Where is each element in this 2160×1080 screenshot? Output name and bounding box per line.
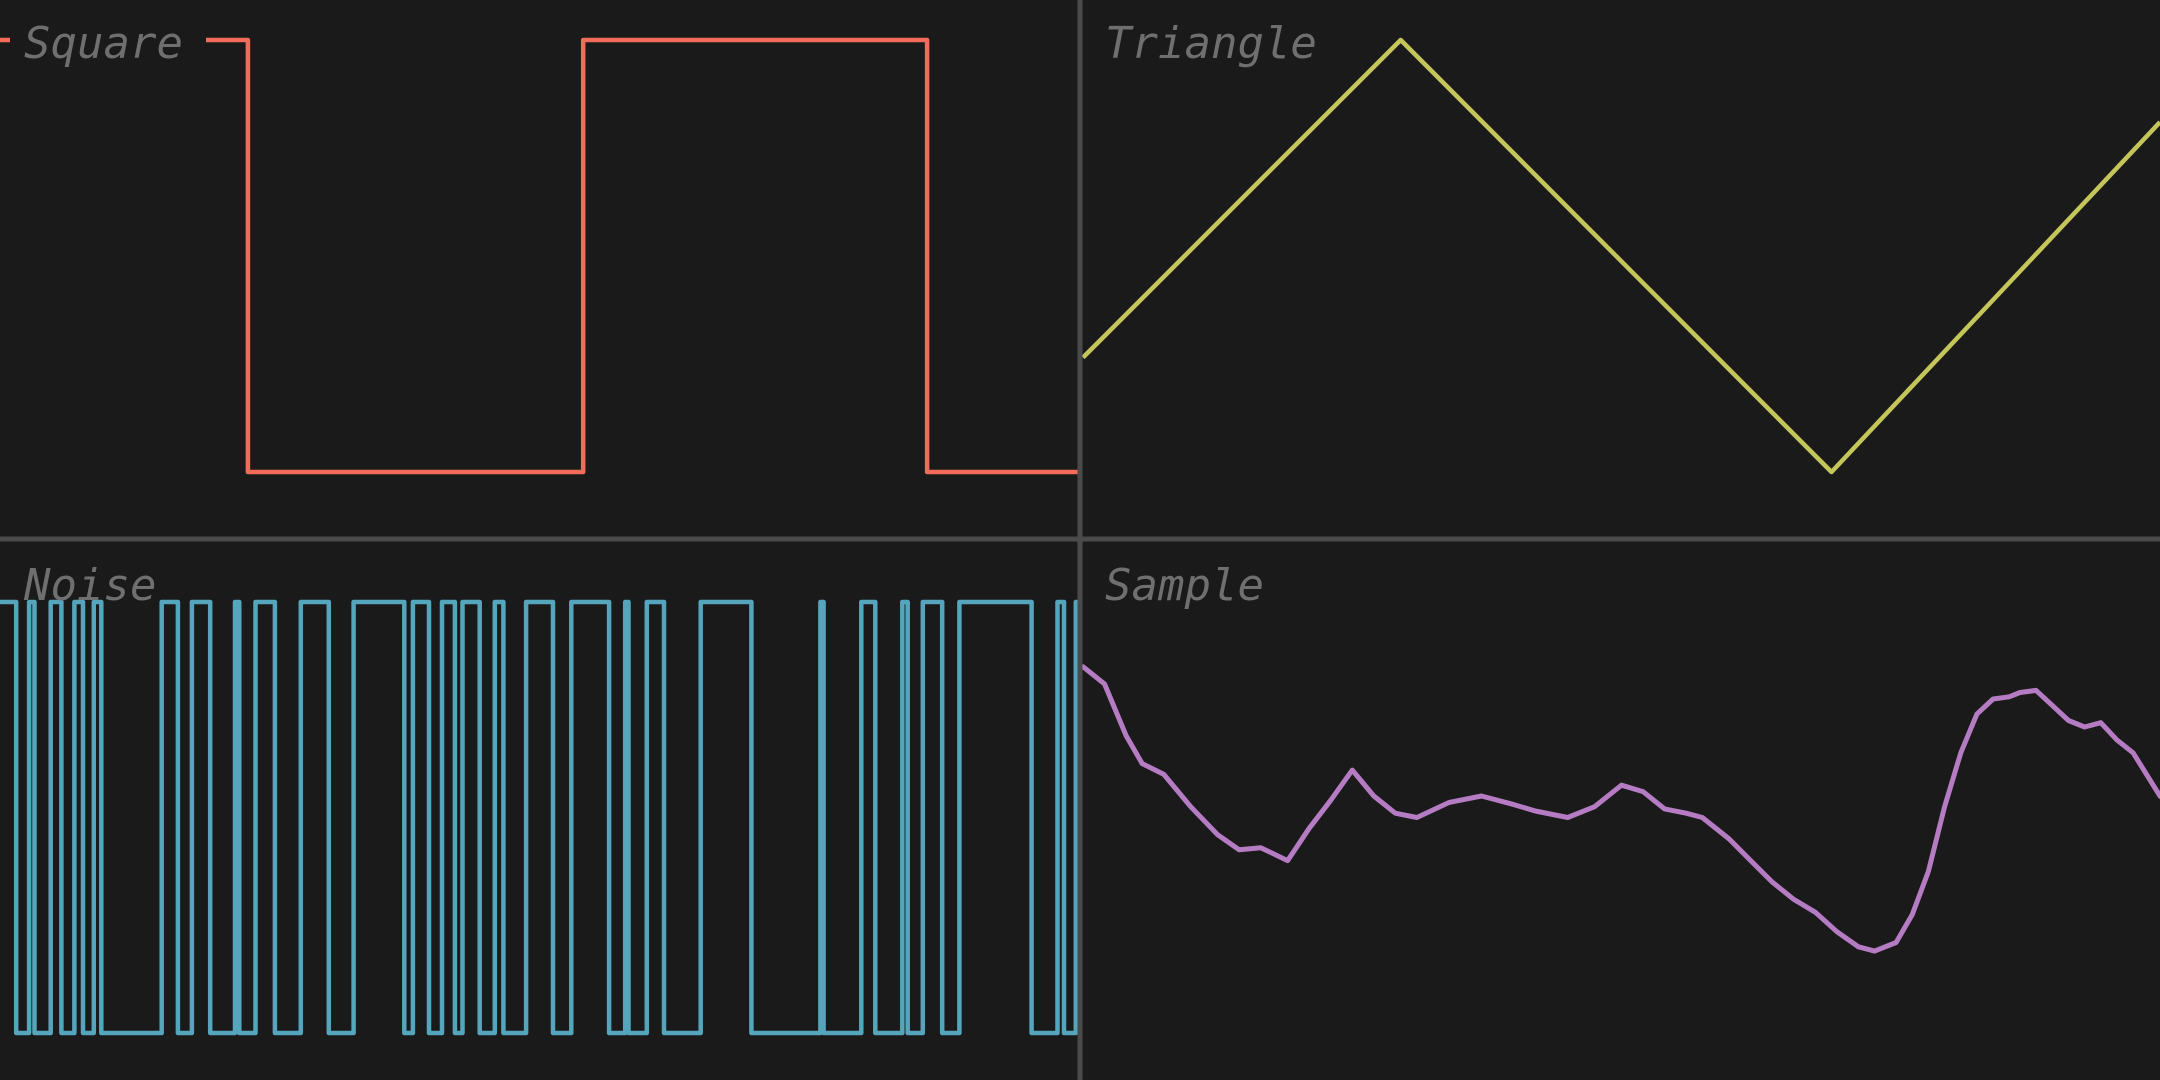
panel-square: Square [0,14,1078,475]
panel-triangle: Triangle [1081,18,2160,475]
triangle-label: Triangle [1105,18,1317,69]
noise-label: Noise [23,560,156,611]
square-wave-line [0,37,1078,475]
square-label: Square [24,18,183,69]
panel-noise: Noise [0,560,1079,1036]
noise-wave-line [0,599,1079,1036]
square-label-backdrop [10,14,206,70]
triangle-wave-line [1081,37,2160,475]
sample-label: Sample [1105,560,1264,611]
sample-wave-line [1080,664,2160,954]
panel-sample: Sample [1080,560,2160,954]
